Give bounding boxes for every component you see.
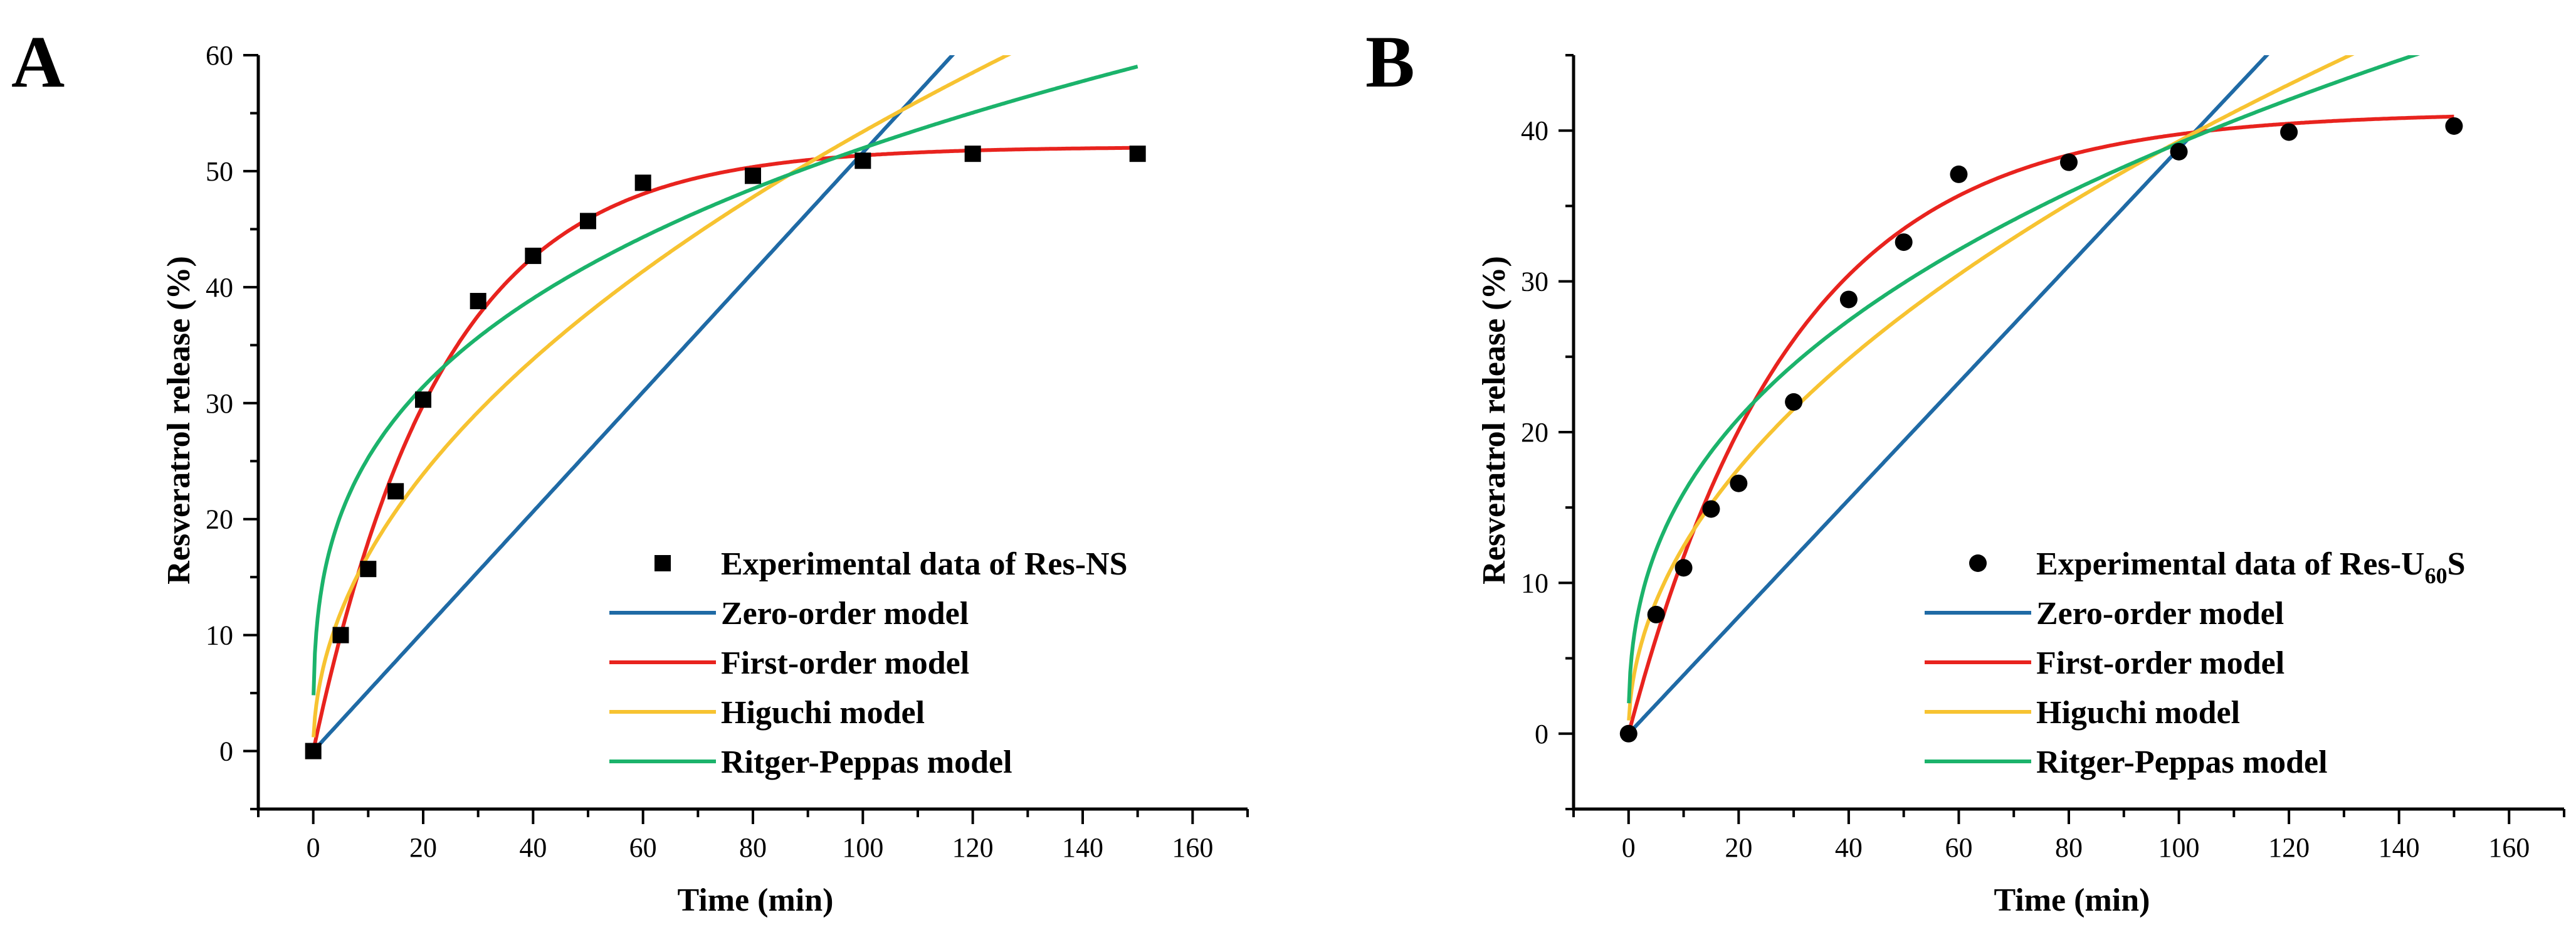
- y-tick-label: 0: [1535, 719, 1548, 749]
- experimental-data-point: [1674, 559, 1693, 577]
- first-order-model-curve: [312, 146, 1138, 751]
- ritger-peppas-model-curve: [1627, 55, 2421, 704]
- legend-label-experimental: Experimental data of Res-NS: [721, 546, 1128, 582]
- experimental-data-point: [2445, 117, 2463, 135]
- experimental-data-point: [360, 561, 377, 578]
- experimental-data-point: [1950, 165, 1968, 183]
- x-tick-label: 100: [2158, 832, 2200, 863]
- x-tick-label: 140: [2379, 832, 2420, 863]
- legend-marker-experimental: [655, 555, 671, 571]
- experimental-data-point: [1730, 474, 1748, 492]
- panel-b: B 0 20 40 60 80 100 120 140 160 0 10 20 30 40 Time (m…: [1365, 21, 2565, 918]
- y-tick-label: 10: [1521, 568, 1548, 598]
- first-order-model-curve: [1627, 114, 2454, 733]
- y-tick-label: 40: [1521, 115, 1548, 146]
- x-tick-label: 60: [1945, 832, 1972, 863]
- y-tick-label: 30: [206, 388, 233, 419]
- panel-a-y-axis-label: Resveratrol release (%): [161, 256, 197, 585]
- experimental-data-point: [525, 247, 542, 264]
- x-tick-label: 40: [1835, 832, 1863, 863]
- experimental-data-point: [634, 174, 651, 191]
- experimental-data-point: [470, 293, 486, 310]
- legend-label: Ritger-Peppas model: [2036, 744, 2328, 780]
- x-tick-label: 120: [2268, 832, 2310, 863]
- legend-label-experimental: Experimental data of Res-U60S: [2036, 546, 2466, 588]
- experimental-data-point: [2170, 142, 2188, 161]
- panel-b-axes: 0 20 40 60 80 100 120 140 160 0 10 20 30 40: [1521, 54, 2565, 863]
- panel-b-data-points: [1619, 117, 2463, 743]
- x-tick-label: 80: [739, 832, 767, 863]
- x-tick-label: 0: [307, 832, 320, 863]
- panel-a-x-axis-label: Time (min): [678, 882, 834, 918]
- experimental-data-point: [964, 146, 981, 162]
- x-tick-label: 20: [409, 832, 437, 863]
- zero-order-model-curve: [1627, 55, 2269, 735]
- panel-a: A 0 20 40 60 80 100 120 140 160 0 10 20 30 40 50 60 Tim…: [11, 21, 1249, 918]
- legend-marker-experimental: [1969, 554, 1987, 572]
- x-tick-label: 140: [1062, 832, 1103, 863]
- y-tick-label: 20: [1521, 417, 1548, 448]
- panel-b-x-axis-label: Time (min): [1994, 882, 2150, 918]
- experimental-data-point: [1785, 393, 1803, 411]
- legend-label: Higuchi model: [2036, 695, 2240, 731]
- higuchi-model-curve: [312, 55, 1012, 738]
- experimental-data-point: [745, 167, 761, 184]
- legend-label: First-order model: [721, 645, 969, 681]
- y-tick-label: 60: [206, 40, 233, 71]
- experimental-data-point: [332, 627, 349, 643]
- panel-b-model-curves: [1627, 55, 2454, 735]
- legend-label: Ritger-Peppas model: [721, 744, 1012, 780]
- x-tick-label: 0: [1622, 832, 1636, 863]
- y-tick-label: 30: [1521, 267, 1548, 297]
- experimental-data-point: [1895, 233, 1913, 251]
- panel-a-axes: 0 20 40 60 80 100 120 140 160 0 10 20 30 40 50 60: [206, 40, 1249, 863]
- experimental-data-point: [415, 391, 431, 408]
- legend-label: Zero-order model: [721, 596, 969, 632]
- panel-letter-a: A: [11, 21, 65, 103]
- x-tick-label: 40: [519, 832, 547, 863]
- experimental-data-point: [2060, 153, 2078, 171]
- x-tick-label: 20: [1725, 832, 1752, 863]
- panel-letter-b: B: [1365, 21, 1415, 103]
- experimental-data-point: [1619, 724, 1638, 743]
- legend-label: Higuchi model: [721, 695, 925, 731]
- x-tick-label: 80: [2055, 832, 2083, 863]
- panel-a-model-curves: [312, 55, 1138, 753]
- experimental-data-point: [854, 152, 871, 169]
- panel-a-legend: Experimental data of Res-NS Zero-order mo…: [609, 546, 1128, 780]
- y-tick-label: 10: [206, 620, 233, 651]
- x-tick-label: 120: [952, 832, 994, 863]
- experimental-data-point: [2280, 123, 2298, 141]
- x-tick-label: 160: [1172, 832, 1213, 863]
- experimental-data-point: [1129, 146, 1146, 162]
- zero-order-model-curve: [312, 55, 955, 753]
- x-tick-label: 160: [2488, 832, 2530, 863]
- panel-a-data-points: [305, 146, 1146, 760]
- x-tick-label: 60: [629, 832, 657, 863]
- legend-label: Zero-order model: [2036, 596, 2284, 632]
- legend-label: First-order model: [2036, 645, 2284, 681]
- y-tick-label: 20: [206, 504, 233, 535]
- experimental-data-point: [305, 743, 322, 760]
- experimental-data-point: [1702, 500, 1720, 518]
- x-tick-label: 100: [842, 832, 883, 863]
- panel-b-y-axis-label: Resveratrol release (%): [1476, 256, 1512, 585]
- ritger-peppas-model-curve: [312, 65, 1138, 696]
- experimental-data-point: [387, 483, 404, 500]
- experimental-data-point: [1647, 605, 1665, 623]
- panel-b-legend: Experimental data of Res-U60S Zero-order …: [1925, 546, 2466, 780]
- y-tick-label: 0: [219, 736, 233, 767]
- experimental-data-point: [580, 213, 596, 230]
- y-tick-label: 50: [206, 156, 233, 187]
- experimental-data-point: [1839, 290, 1858, 309]
- higuchi-model-curve: [1627, 55, 2355, 721]
- y-tick-label: 40: [206, 272, 233, 303]
